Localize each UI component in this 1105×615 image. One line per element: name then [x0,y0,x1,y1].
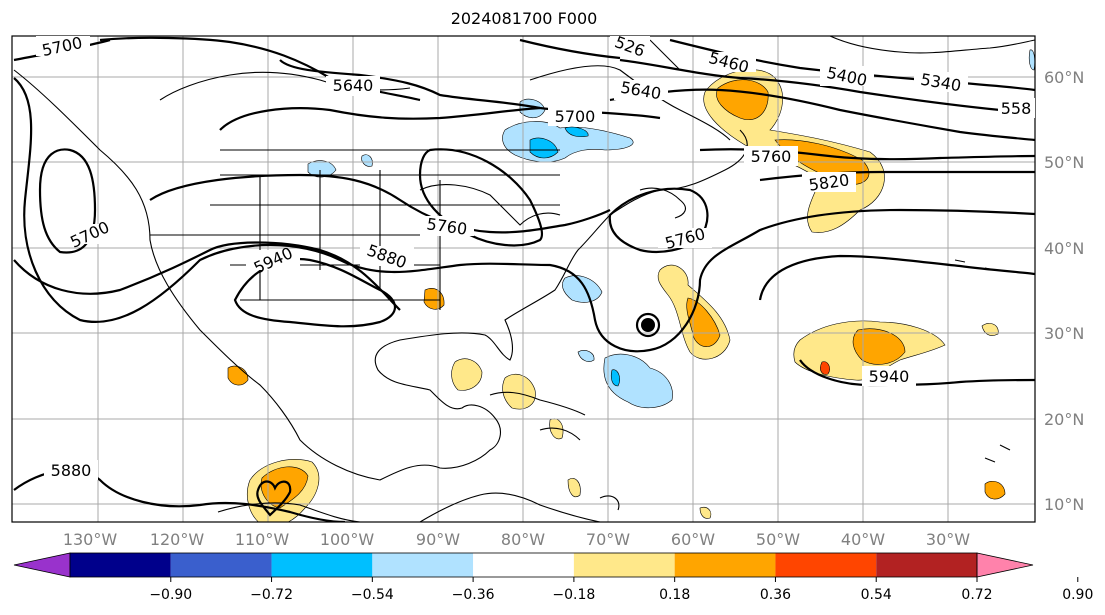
lon-label-100w: 100°W [320,530,375,549]
lon-label-110w: 110°W [235,530,290,549]
colorbar-tick-label: 0.90 [1062,587,1093,603]
lat-label-20n: 20°N [1044,410,1084,429]
colorbar-segment [775,553,877,577]
lat-label-30n: 30°N [1044,324,1084,343]
lat-label-50n: 50°N [1044,153,1084,172]
colorbar-tick-label: 0.36 [760,587,791,603]
colorbar-segment [876,553,977,577]
colorbar-tick-label: −0.90 [149,587,192,603]
colorbar: −0.90 −0.72 −0.54 −0.36 −0.18 0.18 0.36 0.54 0.7… [13,552,1093,603]
colorbar-tick-label: −0.72 [250,587,293,603]
contour-label: 5640 [333,76,374,95]
colorbar-segment [372,553,474,577]
lat-label-10n: 10°N [1044,495,1084,514]
colorbar-segment [473,553,574,577]
colorbar-segment [170,553,272,577]
colorbar-tick-label: −0.54 [351,587,394,603]
lon-label-120w: 120°W [150,530,205,549]
contour-label: 558 [1001,99,1032,118]
colorbar-tick-label: −0.18 [552,587,595,603]
map-border [11,35,1036,523]
colorbar-segment [271,553,373,577]
lon-label-90w: 90°W [416,530,460,549]
negative-anomaly-shading [307,49,1035,409]
lon-label-50w: 50°W [756,530,800,549]
lon-label-30w: 30°W [926,530,970,549]
contour-label: 5760 [751,147,792,166]
contour-label: 5700 [555,107,596,126]
closed-low-center [641,318,655,332]
lon-label-60w: 60°W [671,530,715,549]
latitude-labels: 60°N 50°N 40°N 30°N 20°N 10°N [1044,68,1084,514]
colorbar-tick-label: −0.36 [452,587,495,603]
lon-label-80w: 80°W [501,530,545,549]
lon-label-40w: 40°W [841,530,885,549]
colorbar-tick-label: 0.18 [659,587,690,603]
contour-label: 5880 [51,461,92,480]
colorbar-extend-min [13,552,71,578]
colorbar-segment [674,553,776,577]
colorbar-segment [70,553,171,577]
contour-labels: 5700 5640 5700 5940 5880 5760 5880 5700 … [36,32,1035,480]
map-title: 2024081700 F000 [450,9,598,28]
lat-label-40n: 40°N [1044,239,1084,258]
colorbar-tick-label: 0.72 [961,587,992,603]
colorbar-extend-max [976,552,1034,578]
graticule [12,36,1035,522]
longitude-labels: 130°W 120°W 110°W 100°W 90°W 80°W 70°W 6… [63,530,970,549]
contour-label: 5940 [869,367,910,386]
colorbar-outline [69,552,978,578]
lon-label-130w: 130°W [63,530,118,549]
colorbar-tick-label: 0.54 [861,587,892,603]
colorbar-segment [573,553,675,577]
lon-label-70w: 70°W [586,530,630,549]
lat-label-60n: 60°N [1044,68,1084,87]
